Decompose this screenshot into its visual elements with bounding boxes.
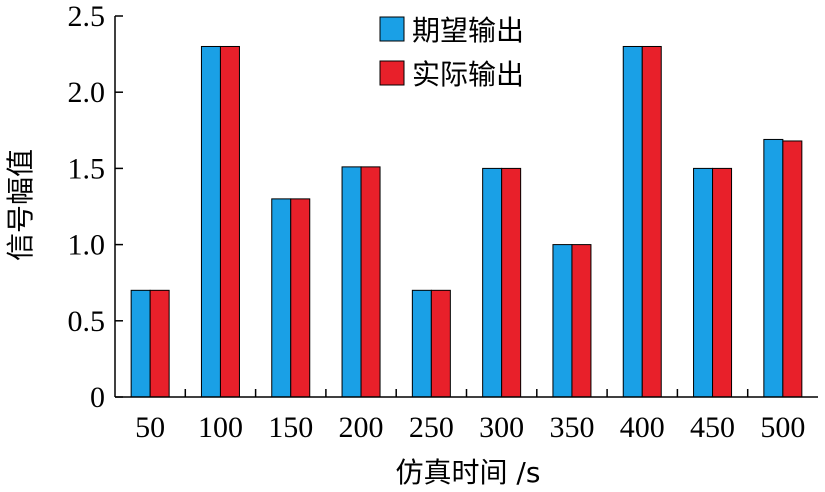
bar-actual-300	[501, 167, 522, 398]
x-tick-label: 50	[135, 411, 165, 444]
x-tick-label: 200	[339, 411, 384, 444]
legend: 期望输出 实际输出	[379, 14, 524, 91]
bar-actual-350	[571, 244, 592, 398]
bar-actual-400	[641, 45, 662, 398]
bar-expected-300	[482, 167, 503, 398]
legend-swatch-actual	[379, 60, 405, 86]
legend-label-expected: 期望输出	[412, 14, 524, 47]
bar-actual-200	[360, 166, 381, 398]
bar-expected-500	[763, 138, 784, 398]
bar-actual-450	[712, 167, 733, 398]
bar-expected-250	[411, 289, 432, 398]
bar-expected-100	[200, 45, 221, 398]
x-tick-label: 150	[268, 411, 313, 444]
y-tick-label: 0	[90, 381, 105, 414]
y-tick-label: 2.5	[68, 0, 106, 33]
x-tick-label: 400	[620, 411, 665, 444]
bar-actual-50	[149, 289, 170, 398]
x-ticks-group: 50 100 150 200 250 300 350 400 450 500	[135, 389, 805, 444]
y-tick-label: 0.5	[68, 305, 106, 338]
x-tick-label: 350	[549, 411, 594, 444]
x-tick-label: 250	[409, 411, 454, 444]
bar-actual-500	[782, 140, 803, 398]
y-tick-label: 2.0	[68, 76, 106, 109]
legend-swatch-expected	[379, 16, 405, 42]
bar-actual-100	[219, 45, 240, 398]
bar-expected-50	[130, 289, 151, 398]
bar-expected-350	[552, 244, 573, 398]
bar-expected-400	[622, 45, 643, 398]
x-tick-label: 450	[690, 411, 735, 444]
y-tick-label: 1.5	[68, 152, 106, 185]
x-tick-label: 300	[479, 411, 524, 444]
bars-group	[130, 45, 803, 398]
bar-expected-200	[341, 166, 362, 398]
bar-actual-250	[430, 289, 451, 398]
x-axis-title: 仿真时间 /s	[396, 456, 541, 489]
bar-expected-150	[271, 198, 292, 398]
bar-expected-450	[693, 167, 714, 398]
x-tick-label: 100	[198, 411, 243, 444]
bar-actual-150	[290, 198, 311, 398]
y-axis-title: 信号幅值	[4, 149, 37, 261]
legend-label-actual: 实际输出	[412, 58, 524, 91]
y-tick-label: 1.0	[68, 229, 106, 262]
y-ticks-group: 0 0.5 1.0 1.5 2.0 2.5	[68, 0, 123, 414]
x-tick-label: 500	[760, 411, 805, 444]
